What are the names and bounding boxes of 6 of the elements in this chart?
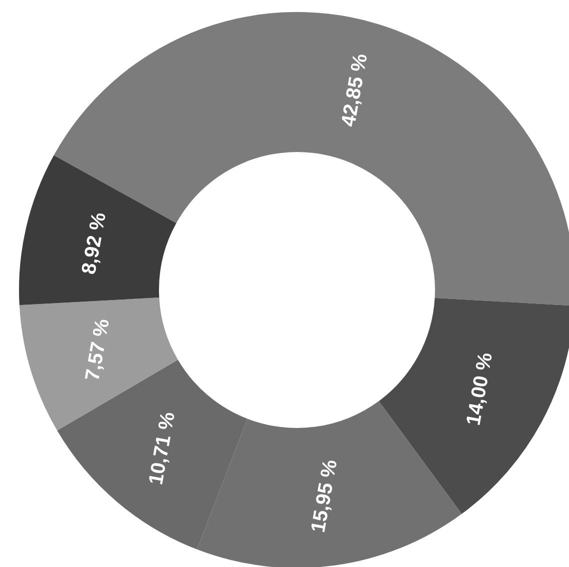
data-label: 42,85 % [338, 52, 372, 128]
data-label: 15,95 % [307, 458, 342, 534]
data-label: 14,00 % [462, 350, 498, 428]
data-label: 8,92 % [78, 210, 111, 276]
data-label: 7,57 % [82, 317, 114, 382]
data-label: 10,71 % [145, 410, 180, 487]
